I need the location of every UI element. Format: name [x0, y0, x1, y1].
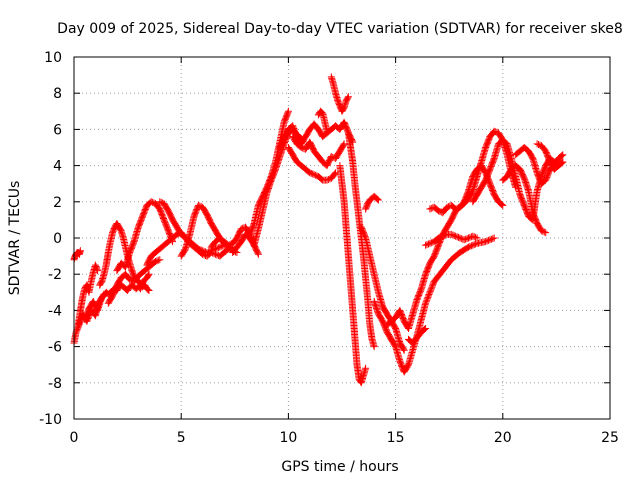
- series-markers: [156, 198, 237, 260]
- y-tick-label: 2: [53, 195, 62, 211]
- y-tick-label: 8: [53, 86, 62, 102]
- series-trace-6: [104, 256, 164, 307]
- series-markers: [405, 325, 430, 347]
- plot-frame: [73, 56, 611, 420]
- series-trace-29: [499, 162, 550, 237]
- series-trace-4: [81, 290, 108, 323]
- series-trace-15: [284, 144, 340, 184]
- data-marks: [70, 73, 567, 387]
- chart-title: Day 009 of 2025, Sidereal Day-to-day VTE…: [57, 21, 623, 37]
- series-markers: [422, 230, 481, 249]
- series-trace-9: [156, 198, 237, 260]
- series-trace-31: [533, 140, 567, 173]
- series-markers: [362, 192, 382, 213]
- series-markers: [533, 140, 567, 173]
- y-axis-label: SDTVAR / TECUs: [7, 181, 23, 296]
- series-markers: [289, 133, 348, 170]
- series-trace-22: [362, 192, 382, 213]
- y-tick-label: -10: [39, 412, 62, 428]
- series-markers: [314, 107, 331, 135]
- series-trace-3: [74, 261, 102, 329]
- y-tick-label: 0: [53, 231, 62, 247]
- series-markers: [336, 162, 370, 387]
- y-tick-label: -8: [48, 376, 62, 392]
- series-markers: [357, 223, 408, 354]
- x-tick-label: 10: [279, 430, 297, 446]
- x-tick-label: 25: [601, 430, 619, 446]
- series-trace-18: [327, 73, 352, 115]
- series-trace-21: [357, 223, 408, 354]
- series-trace-17: [314, 107, 331, 135]
- series-markers: [104, 256, 164, 307]
- y-tick-label: 4: [53, 159, 62, 175]
- series-trace-26: [422, 230, 481, 249]
- y-tick-label: -4: [48, 303, 62, 319]
- x-tick-label: 0: [70, 430, 79, 446]
- series-trace-25: [405, 325, 430, 347]
- x-tick-label: 15: [387, 430, 405, 446]
- x-axis-label: GPS time / hours: [281, 459, 398, 475]
- x-tick-label: 5: [177, 430, 186, 446]
- series-trace-5: [96, 220, 153, 294]
- series-markers: [113, 198, 177, 275]
- y-tick-label: 10: [44, 50, 62, 66]
- series-markers: [327, 73, 352, 115]
- series-trace-19: [336, 162, 370, 387]
- series-trace-16: [289, 133, 348, 170]
- series-markers: [499, 162, 550, 237]
- series-markers: [284, 144, 340, 184]
- series-markers: [74, 261, 102, 329]
- series-trace-14: [276, 118, 357, 151]
- series-trace-7: [113, 198, 177, 275]
- series-markers: [96, 220, 153, 294]
- y-tick-label: -2: [48, 267, 62, 283]
- y-tick-label: 6: [53, 122, 62, 138]
- series-markers: [276, 118, 357, 151]
- series-markers: [81, 290, 108, 323]
- y-tick-label: -6: [48, 340, 62, 356]
- x-tick-label: 20: [494, 430, 512, 446]
